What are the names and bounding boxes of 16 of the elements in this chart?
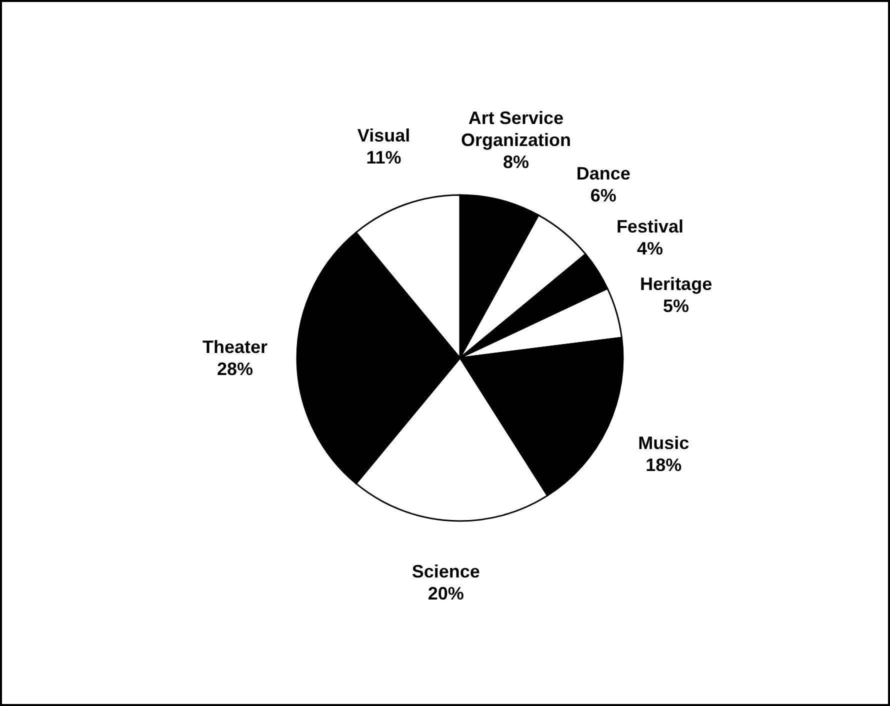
slice-label: Art Service Organization (460, 108, 571, 150)
data-label: 8% (502, 152, 529, 172)
data-label: 4% (636, 238, 663, 258)
data-label: 11% (366, 147, 402, 168)
slice-label: Festival (616, 216, 684, 236)
slice-label: Visual (357, 125, 410, 146)
data-label: 18% (646, 454, 682, 475)
slice-label: Science (412, 562, 480, 582)
data-label: 28% (216, 359, 254, 379)
slice-label: Theater (202, 337, 268, 357)
slice-label: Dance (576, 164, 630, 184)
slice-label: Music (638, 432, 690, 453)
data-label: 5% (663, 296, 690, 316)
slice-label: Heritage (640, 274, 712, 294)
data-label: 20% (428, 584, 464, 604)
data-label: 6% (590, 186, 616, 206)
